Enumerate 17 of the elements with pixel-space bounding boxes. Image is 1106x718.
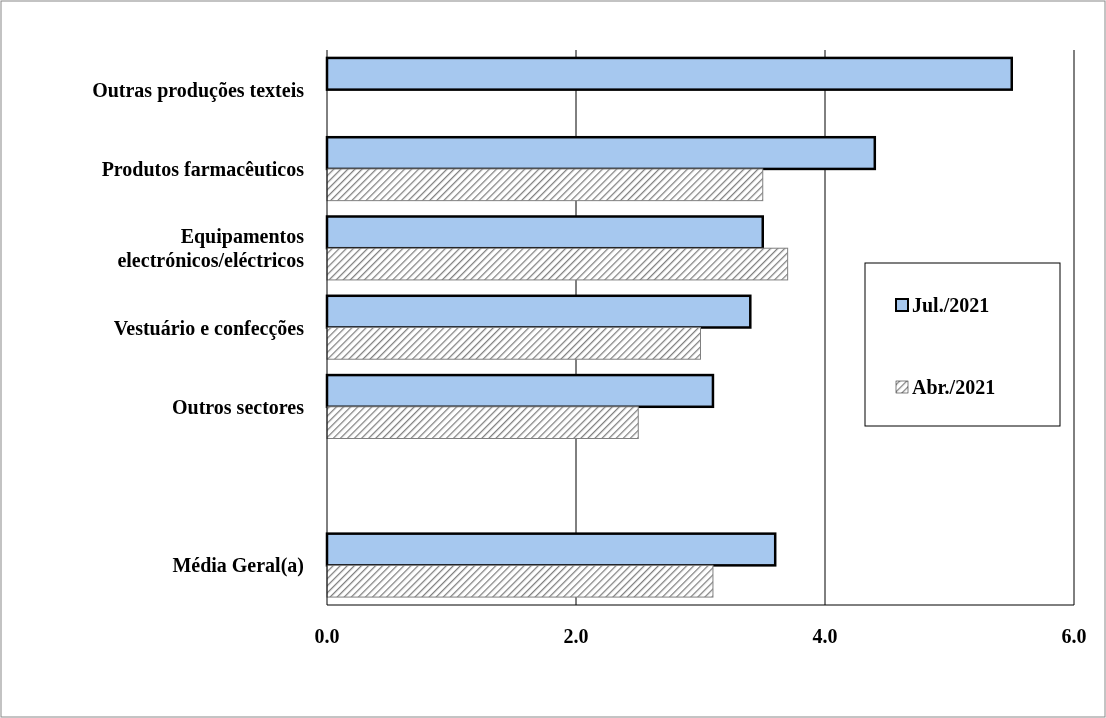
y-tick-label: Produtos farmacêuticos (101, 157, 305, 180)
y-tick-label: Equipamentos electrónicos/eléctricos (117, 225, 305, 272)
x-tick-label: 4.0 (812, 625, 838, 647)
legend-label: Abr./2021 (912, 376, 996, 398)
y-tick-label: Outros sectores (171, 395, 305, 418)
y-tick-label: Média Geral(a) (172, 554, 304, 578)
x-tick-label: 6.0 (1061, 625, 1087, 647)
legend-label: Jul./2021 (912, 294, 990, 316)
bar (326, 168, 764, 202)
y-tick-label: Vestuário e confecções (113, 316, 305, 340)
bar (326, 247, 789, 281)
bar (326, 564, 714, 598)
bar (326, 327, 701, 360)
bar (326, 406, 639, 439)
y-tick-label: Outras produções texteis (92, 78, 305, 102)
x-tick-label: 0.0 (314, 625, 340, 647)
x-tick-label: 2.0 (563, 625, 589, 647)
